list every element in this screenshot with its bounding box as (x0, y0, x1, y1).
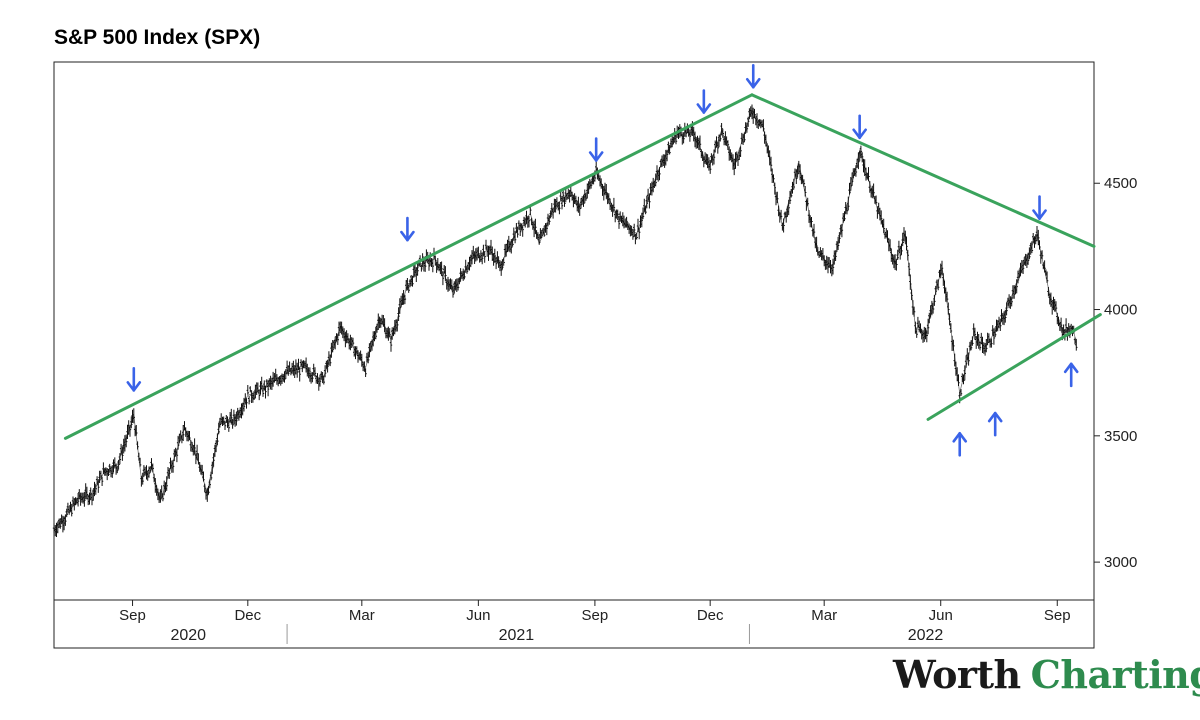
down-arrow (745, 63, 761, 89)
x-tick-label: Sep (119, 607, 146, 624)
x-tick-label: Dec (697, 607, 724, 624)
arrow-head (126, 381, 142, 392)
trend-line (750, 93, 1096, 248)
logo-word-charting: Charting (1030, 652, 1200, 697)
plot-area (53, 61, 1095, 601)
down-arrow (852, 114, 867, 140)
arrow-head (1032, 209, 1047, 220)
y-tick-label: 4500 (1104, 175, 1137, 192)
annotation-arrows (126, 63, 1079, 457)
arrow-head (987, 411, 1003, 423)
arrow-head (745, 77, 761, 89)
up-arrow (987, 411, 1003, 437)
trend-lines (63, 93, 1102, 440)
x-year-label: 2020 (170, 627, 206, 644)
trend-line (63, 93, 754, 440)
worth-charting-logo: Worth Charting (893, 652, 1200, 697)
x-year-label: 2022 (908, 627, 944, 644)
trend-line (926, 313, 1102, 421)
x-tick-label: Mar (349, 607, 375, 624)
x-axis-band (53, 599, 1095, 649)
down-arrow (696, 89, 712, 114)
price-bars (52, 104, 1078, 537)
y-tick-label: 3000 (1104, 554, 1137, 571)
x-tick-label: Jun (466, 607, 490, 624)
up-arrow (1063, 362, 1079, 388)
up-arrow (952, 431, 968, 457)
x-tick-label: Mar (811, 607, 837, 624)
x-tick-label: Sep (582, 607, 609, 624)
x-axis: Sep Dec Mar Jun Sep Dec Mar Jun Sep 2020 2021 2022 (119, 600, 1071, 644)
arrow-head (852, 128, 867, 140)
logo-word-worth: Worth (893, 652, 1021, 697)
down-arrow (588, 137, 604, 162)
x-tick-label: Jun (929, 607, 953, 624)
x-year-label: 2021 (499, 627, 535, 644)
price-series (52, 104, 1078, 537)
x-tick-label: Dec (234, 607, 261, 624)
down-arrow (400, 216, 415, 242)
x-tick-label: Sep (1044, 607, 1071, 624)
y-tick-label: 4000 (1104, 302, 1137, 319)
arrow-head (1063, 362, 1079, 374)
down-arrow (126, 367, 142, 392)
arrow-head (696, 103, 712, 114)
down-arrow (1032, 195, 1047, 220)
arrow-head (400, 230, 415, 242)
arrow-head (952, 431, 968, 443)
chart-title: S&P 500 Index (SPX) (54, 26, 261, 49)
y-tick-label: 3500 (1104, 428, 1137, 445)
y-axis: 3000 3500 4000 4500 (1094, 175, 1137, 571)
arrow-head (588, 151, 604, 162)
price-line (53, 109, 1077, 530)
